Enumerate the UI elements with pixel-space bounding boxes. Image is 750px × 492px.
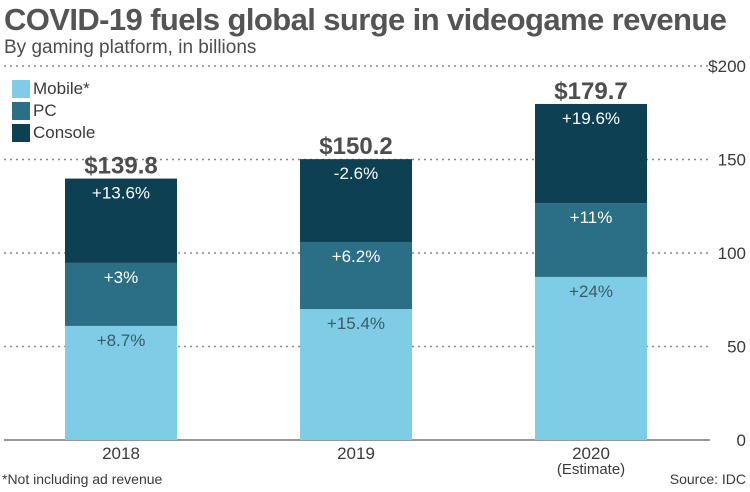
growth-label: +6.2% [332, 247, 381, 266]
legend-label-console: Console [33, 123, 96, 142]
legend-swatch-pc [12, 102, 30, 120]
bar-segment-pc [535, 203, 647, 277]
bar-segment-mobile [65, 325, 177, 440]
bar-segment-console [535, 103, 647, 204]
total-label: $139.8 [84, 153, 157, 180]
total-label: $179.7 [554, 78, 627, 105]
legend: Mobile* PC Console [12, 78, 95, 144]
growth-label: +19.6% [562, 109, 620, 128]
chart-title: COVID-19 fuels global surge in videogame… [4, 2, 727, 37]
growth-label: -2.6% [334, 164, 378, 183]
legend-label-pc: PC [33, 101, 57, 120]
legend-item-mobile: Mobile* [12, 78, 95, 100]
x-tick-label: 2019 [337, 444, 375, 463]
bar-segment-console [300, 159, 412, 242]
bar-segment-console [65, 178, 177, 263]
growth-label: +3% [104, 268, 139, 287]
legend-swatch-console [12, 124, 30, 142]
legend-item-console: Console [12, 122, 95, 144]
growth-label: +15.4% [327, 314, 385, 333]
growth-label: +13.6% [92, 184, 150, 203]
total-label: $150.2 [319, 133, 392, 160]
bar-segment-pc [65, 262, 177, 326]
footnote: *Not including ad revenue [2, 471, 163, 487]
y-tick-label: 150 [718, 151, 746, 170]
bar-segment-mobile [535, 276, 647, 440]
y-tick-label: 50 [727, 338, 746, 357]
bar-segment-pc [300, 241, 412, 310]
x-tick-label: 2020 [572, 444, 610, 463]
x-tick-label: 2018 [102, 444, 140, 463]
y-tick-label: 0 [737, 431, 746, 450]
growth-label: +8.7% [97, 331, 146, 350]
bar-segment-mobile [300, 309, 412, 440]
legend-label-mobile: Mobile* [33, 79, 90, 98]
legend-item-pc: PC [12, 100, 95, 122]
legend-swatch-mobile [12, 80, 30, 98]
growth-label: +11% [570, 208, 613, 227]
labels: 0 50 100 150 $200 +8.7% +3% +13.6% $139.8 2018 +15… [84, 57, 746, 478]
x-tick-sublabel: (Estimate) [557, 461, 625, 478]
bars [65, 103, 647, 440]
y-tick-label: 100 [718, 244, 746, 263]
growth-label: +24% [569, 282, 613, 301]
source-note: Source: IDC [669, 471, 746, 487]
y-tick-label: $200 [708, 57, 746, 76]
chart-subtitle: By gaming platform, in billions [4, 37, 257, 58]
